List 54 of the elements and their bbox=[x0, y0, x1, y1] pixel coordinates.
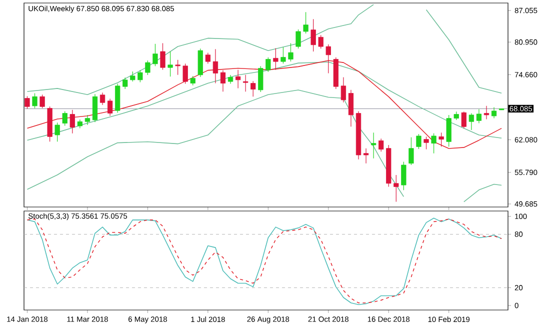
candlestick bbox=[62, 111, 68, 126]
candlestick bbox=[424, 136, 429, 150]
candlestick bbox=[370, 132, 376, 159]
candlestick bbox=[138, 70, 143, 83]
candlestick bbox=[168, 51, 173, 78]
candlestick bbox=[40, 94, 45, 109]
candlestick bbox=[24, 96, 30, 110]
candlestick bbox=[296, 29, 301, 50]
candlestick bbox=[92, 94, 98, 123]
candlestick bbox=[438, 132, 444, 148]
candlestick bbox=[280, 47, 286, 64]
candlestick bbox=[340, 77, 346, 103]
candlestick bbox=[273, 48, 278, 70]
candlestick bbox=[205, 52, 210, 64]
candlestick bbox=[122, 77, 128, 90]
candlestick bbox=[84, 114, 90, 126]
candlestick bbox=[175, 60, 180, 76]
candlestick bbox=[310, 19, 316, 52]
candlestick bbox=[100, 92, 106, 106]
candlestick bbox=[243, 74, 248, 92]
candlestick bbox=[326, 44, 331, 74]
candlestick bbox=[408, 137, 414, 166]
candlestick bbox=[70, 110, 75, 134]
candlestick bbox=[288, 43, 294, 62]
candlestick bbox=[394, 174, 399, 202]
candlestick bbox=[250, 81, 256, 98]
candlestick bbox=[431, 133, 436, 154]
candlestick bbox=[145, 60, 150, 76]
candlestick bbox=[461, 112, 466, 129]
candlestick bbox=[182, 63, 188, 84]
candlestick bbox=[484, 106, 490, 120]
candlestick bbox=[476, 109, 482, 124]
candlestick bbox=[220, 70, 226, 92]
candlestick bbox=[363, 148, 369, 164]
candlestick bbox=[446, 114, 452, 148]
candlestick bbox=[152, 44, 158, 67]
candlestick bbox=[416, 134, 422, 150]
candlestick bbox=[401, 162, 406, 191]
candlestick bbox=[348, 90, 354, 128]
candlestick bbox=[190, 76, 196, 86]
candlestick bbox=[258, 66, 264, 93]
candlestick bbox=[491, 107, 497, 119]
candlestick bbox=[160, 43, 166, 70]
candlestick bbox=[378, 138, 384, 152]
candlestick bbox=[32, 93, 38, 109]
candlestick bbox=[54, 122, 60, 142]
candlestick bbox=[212, 49, 218, 84]
candlestick bbox=[303, 12, 308, 34]
candlestick bbox=[266, 57, 271, 72]
candlestick bbox=[318, 34, 324, 50]
candlestick bbox=[130, 71, 136, 82]
candlestick bbox=[107, 98, 113, 116]
candlestick bbox=[468, 113, 474, 130]
candlestick bbox=[235, 70, 241, 89]
